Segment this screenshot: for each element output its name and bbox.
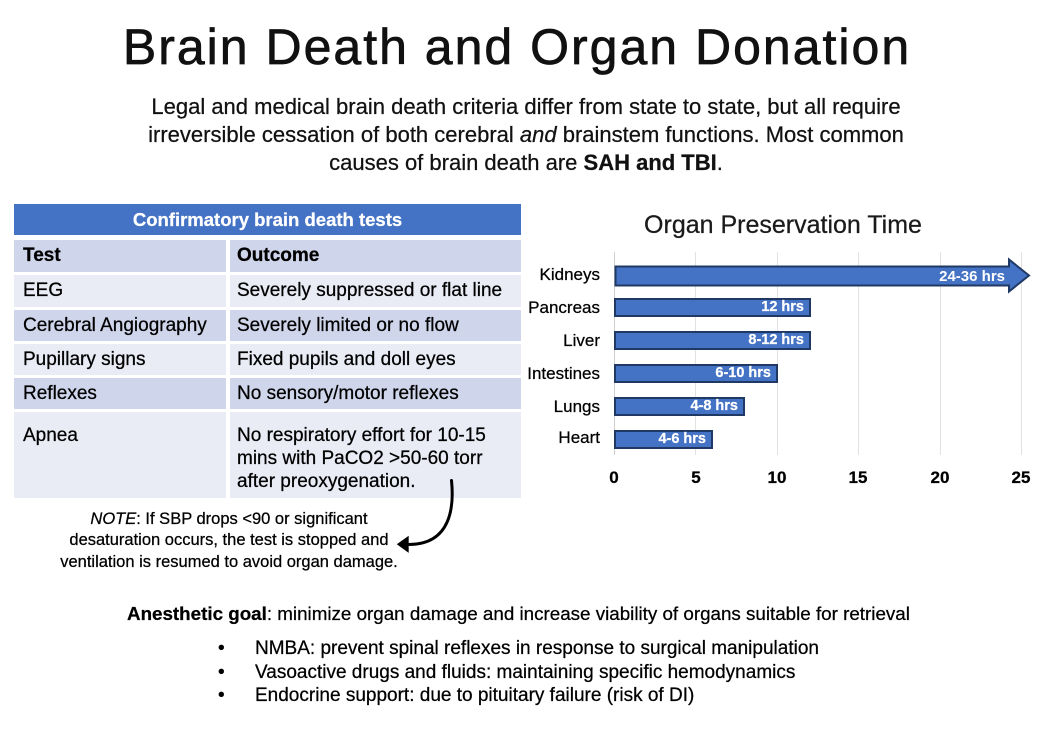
svg-text:24-36 hrs: 24-36 hrs [939,268,1005,285]
